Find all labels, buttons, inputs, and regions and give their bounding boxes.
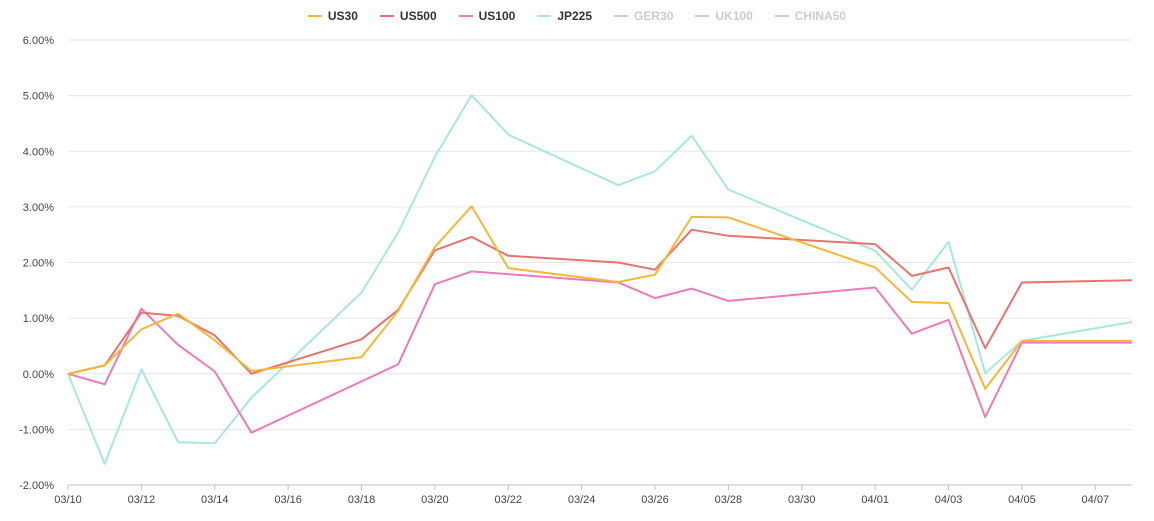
legend-item-china50[interactable]: CHINA50 <box>774 9 847 23</box>
legend-swatch <box>774 15 789 17</box>
x-tick-label: 03/16 <box>274 494 302 506</box>
legend-swatch <box>379 15 394 17</box>
x-tick-label: 04/01 <box>861 494 889 506</box>
legend-item-us500[interactable]: US500 <box>379 9 437 23</box>
x-tick-label: 03/30 <box>788 494 816 506</box>
y-tick-label: 4.00% <box>23 146 54 158</box>
legend-label: UK100 <box>715 9 753 23</box>
legend-item-jp225[interactable]: JP225 <box>537 9 592 23</box>
y-tick-label: 2.00% <box>23 258 54 270</box>
legend-label: JP225 <box>557 9 593 23</box>
legend-item-us30[interactable]: US30 <box>307 9 358 23</box>
legend-swatch <box>458 15 473 17</box>
legend-item-uk100[interactable]: UK100 <box>695 9 753 23</box>
y-tick-label: 5.00% <box>23 91 54 103</box>
x-tick-label: 04/05 <box>1008 494 1036 506</box>
x-tick-label: 04/07 <box>1082 494 1110 506</box>
x-tick-label: 03/12 <box>128 494 156 506</box>
legend-label: US30 <box>327 9 358 23</box>
series-line-jp225 <box>67 94 1133 465</box>
legend-swatch <box>307 15 322 17</box>
legend-swatch <box>537 15 552 17</box>
x-tick-label: 03/20 <box>421 494 449 506</box>
series-line-us30 <box>67 205 1132 390</box>
legend-label: US500 <box>399 9 437 23</box>
x-tick-label: 03/26 <box>641 494 669 506</box>
legend-item-ger30[interactable]: GER30 <box>614 9 673 23</box>
y-tick-label: 1.00% <box>23 313 54 325</box>
legend-label: CHINA50 <box>794 9 847 23</box>
x-tick-label: 04/03 <box>935 494 963 506</box>
x-tick-label: 03/14 <box>201 494 229 506</box>
legend-label: GER30 <box>634 9 674 23</box>
x-tick-label: 03/18 <box>348 494 376 506</box>
legend-label: US100 <box>478 9 516 23</box>
legend-swatch <box>614 15 629 17</box>
legend: US30 US500 US100 JP225 GER30 UK100 CHINA50 <box>0 6 1154 26</box>
x-tick-label: 03/24 <box>568 494 596 506</box>
legend-item-us100[interactable]: US100 <box>458 9 516 23</box>
y-tick-label: 0.00% <box>23 369 54 381</box>
y-tick-label: 6.00% <box>23 35 54 47</box>
x-tick-label: 03/22 <box>495 494 523 506</box>
legend-swatch <box>695 15 710 17</box>
y-tick-label: -1.00% <box>19 424 54 436</box>
y-tick-label: -2.00% <box>19 480 54 492</box>
x-tick-label: 03/10 <box>54 494 82 506</box>
y-tick-label: 3.00% <box>23 202 54 214</box>
x-tick-label: 03/28 <box>715 494 743 506</box>
